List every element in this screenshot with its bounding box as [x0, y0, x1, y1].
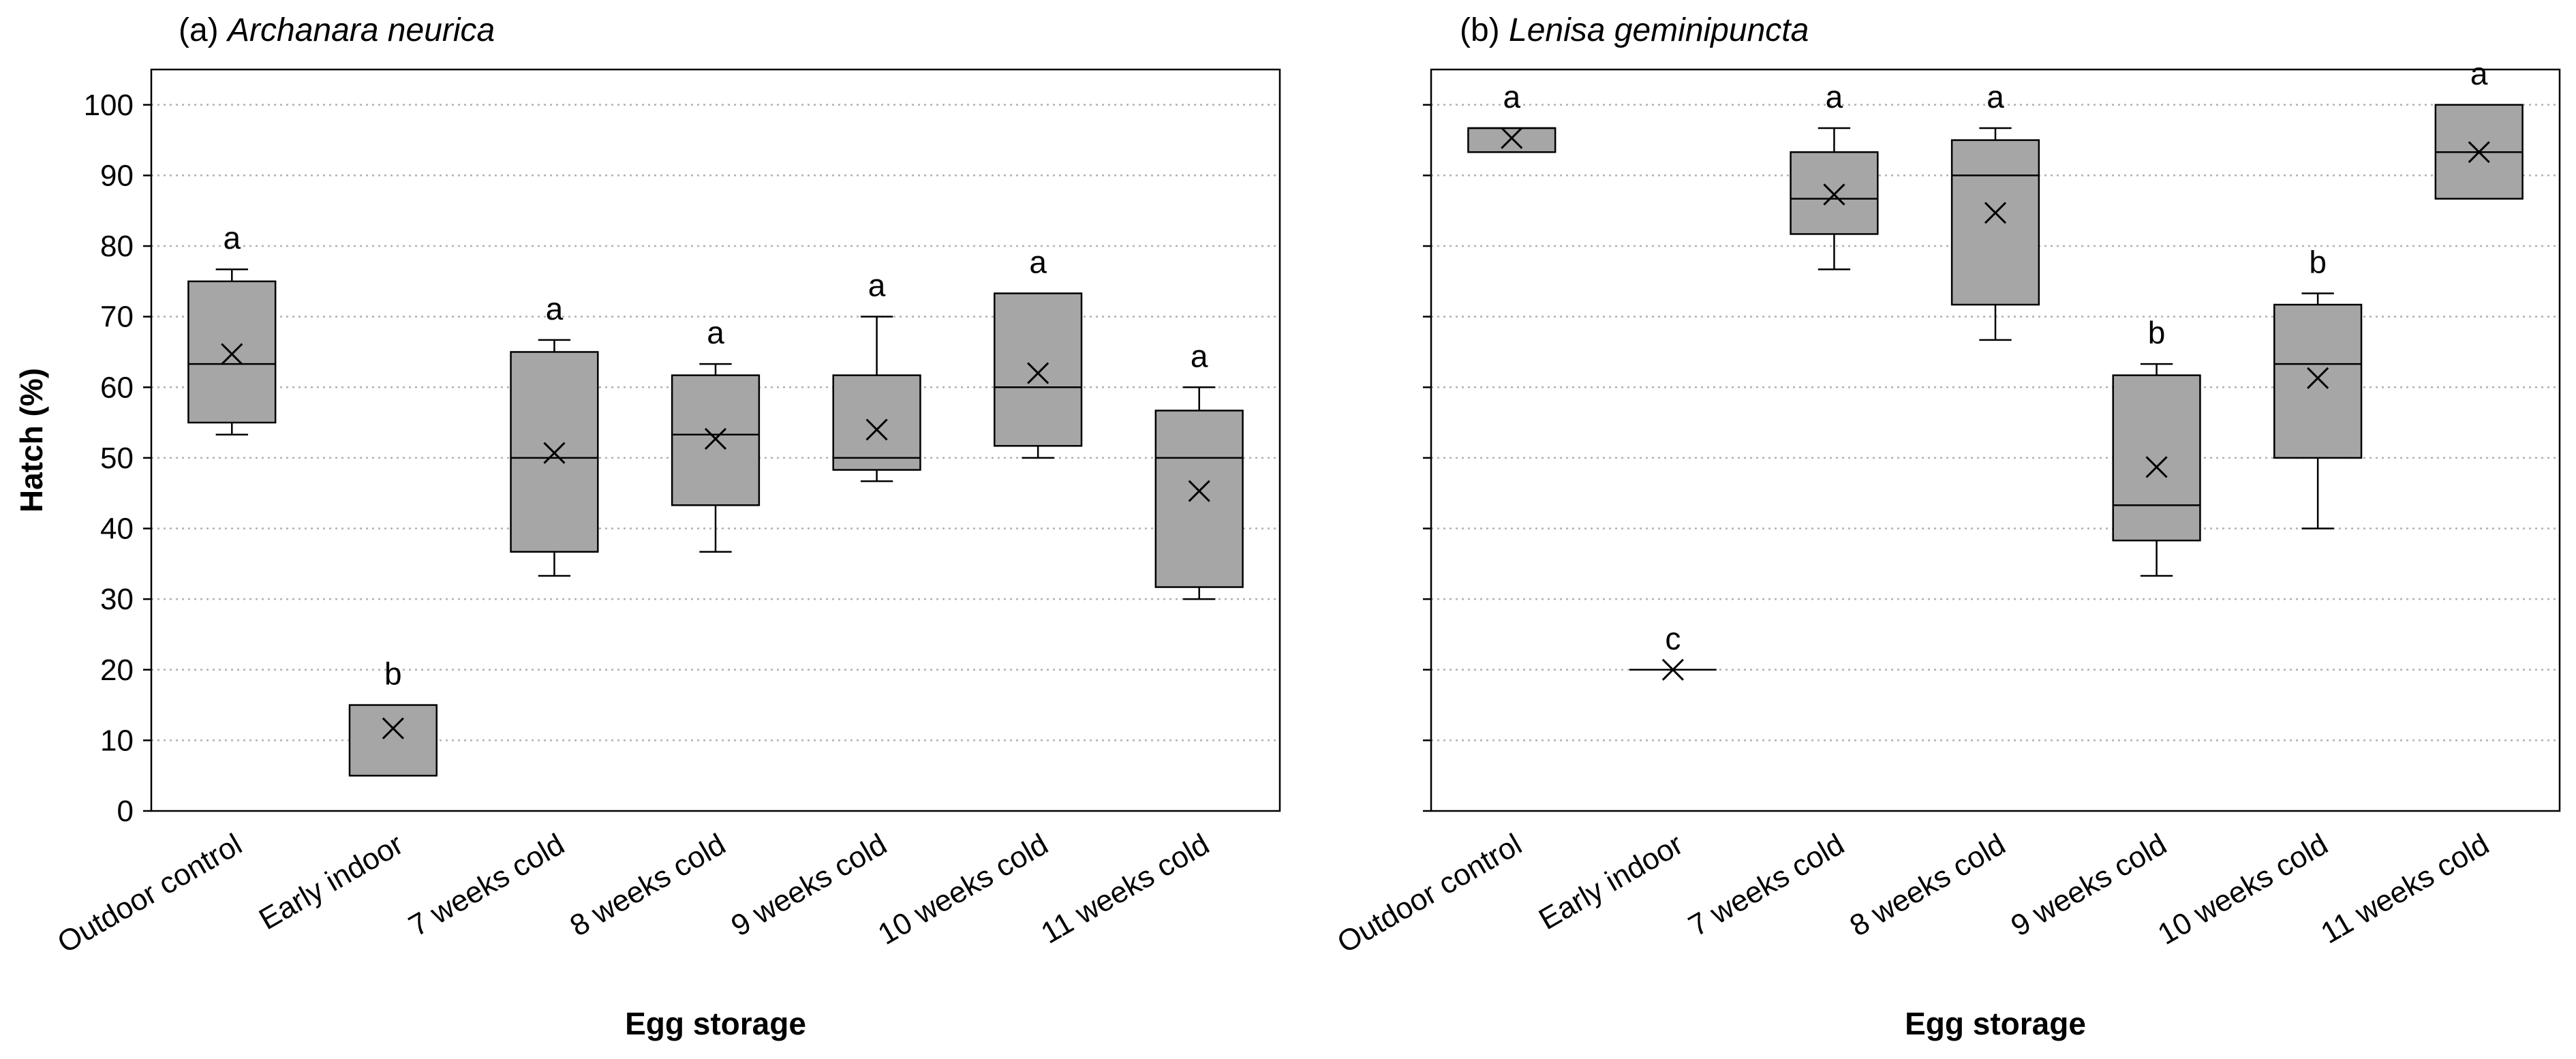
panel-title-prefix: (a)	[179, 12, 228, 48]
mean-marker	[1188, 480, 1210, 502]
y-tick-label: 100	[84, 89, 134, 122]
box-iqr	[1467, 127, 1557, 153]
significance-letter: a	[546, 291, 564, 326]
x-category-label: 9 weeks cold	[726, 827, 893, 943]
mean-marker	[382, 717, 404, 739]
significance-letter: a	[1029, 244, 1047, 279]
x-category-label: 7 weeks cold	[403, 827, 570, 943]
box-iqr	[187, 280, 277, 424]
significance-letter: a	[223, 220, 241, 256]
x-category-label: 8 weeks cold	[1844, 827, 2011, 943]
box-iqr	[1950, 139, 2040, 306]
significance-letter: a	[2470, 56, 2488, 91]
y-tick-label: 60	[100, 371, 134, 404]
box-3: a	[510, 291, 599, 577]
y-tick-label: 50	[100, 442, 134, 475]
plot-frame	[150, 68, 1281, 812]
significance-letter: a	[1191, 338, 1208, 373]
x-category-label: Outdoor control	[1332, 827, 1527, 960]
significance-letter: b	[2309, 244, 2327, 279]
mean-marker	[543, 442, 566, 464]
box-1: a	[187, 220, 277, 435]
mean-marker	[1501, 127, 1523, 149]
significance-letter: a	[1826, 79, 1843, 114]
x-axis-title: Egg storage	[625, 1006, 806, 1041]
box-iqr	[2112, 374, 2201, 542]
box-iqr	[348, 704, 438, 777]
y-tick-label: 20	[100, 654, 134, 687]
significance-letter: a	[707, 315, 724, 350]
box-6: a	[994, 244, 1083, 459]
y-tick-label: 80	[100, 230, 134, 263]
y-tick-label: 0	[117, 795, 134, 828]
x-category-label: 11 weeks cold	[2316, 827, 2495, 950]
x-category-label: Early indoor	[254, 827, 409, 936]
mean-marker	[1027, 362, 1049, 384]
mean-marker	[865, 418, 888, 441]
x-category-label: 10 weeks cold	[872, 827, 1054, 951]
mean-marker	[1823, 183, 1845, 206]
significance-letter: b	[384, 656, 402, 692]
box-7: a	[2434, 56, 2524, 200]
panel-b: (b) Lenisa geminipuncta a Outdoor control c…	[1332, 12, 2561, 1041]
box-2: c	[1629, 621, 1717, 681]
x-axis-title: Egg storage	[1905, 1006, 2086, 1041]
mean-marker	[2468, 141, 2490, 164]
y-tick-label: 70	[100, 301, 134, 334]
box-5: b	[2112, 315, 2201, 577]
panel-title-species: Lenisa geminipuncta	[1509, 12, 1809, 48]
plot-frame	[1430, 68, 2561, 812]
mean-marker	[2307, 367, 2329, 389]
panel-title-species: Archanara neurica	[226, 12, 495, 48]
box-4: a	[1950, 79, 2040, 341]
box-1: a	[1467, 79, 1557, 153]
panel-a: (a) Archanara neurica 0 10 20 30 40 50 60 70 80 90…	[14, 12, 1281, 1041]
x-category-label: 10 weeks cold	[2152, 827, 2333, 951]
y-tick-label: 10	[100, 724, 134, 757]
mean-marker	[1661, 658, 1684, 681]
x-category-label: 7 weeks cold	[1683, 827, 1850, 943]
box-iqr	[1154, 410, 1244, 588]
x-category-label: 8 weeks cold	[564, 827, 731, 943]
significance-letter: c	[1665, 621, 1681, 656]
x-category-label: Outdoor control	[52, 827, 247, 960]
panel-title: (a) Archanara neurica	[179, 12, 495, 48]
mean-marker	[1984, 202, 2007, 224]
box-6: b	[2273, 244, 2363, 530]
significance-letter: b	[2148, 315, 2166, 350]
mean-marker	[2145, 456, 2168, 478]
box-iqr	[832, 374, 921, 471]
box-3: a	[1790, 79, 1879, 271]
panel-title: (b) Lenisa geminipuncta	[1460, 12, 1809, 48]
x-category-label: 9 weeks cold	[2006, 827, 2173, 943]
x-category-label: 11 weeks cold	[1036, 827, 1215, 950]
box-iqr	[994, 292, 1083, 447]
box-4: a	[671, 315, 761, 553]
box-5: a	[832, 268, 921, 482]
x-category-label: Early indoor	[1533, 827, 1689, 936]
y-tick-label: 40	[100, 512, 134, 546]
panel-title-prefix: (b)	[1460, 12, 1509, 48]
significance-letter: a	[1987, 79, 2004, 114]
mean-marker	[221, 343, 243, 365]
box-7: a	[1154, 338, 1244, 600]
y-axis-title: Hatch (%)	[14, 368, 49, 512]
box-2: b	[348, 656, 438, 777]
y-tick-label: 90	[100, 159, 134, 192]
mean-marker	[704, 427, 727, 450]
significance-letter: a	[868, 268, 886, 303]
y-tick-label: 30	[100, 583, 134, 616]
significance-letter: a	[1503, 79, 1520, 114]
box-iqr	[2273, 303, 2363, 459]
